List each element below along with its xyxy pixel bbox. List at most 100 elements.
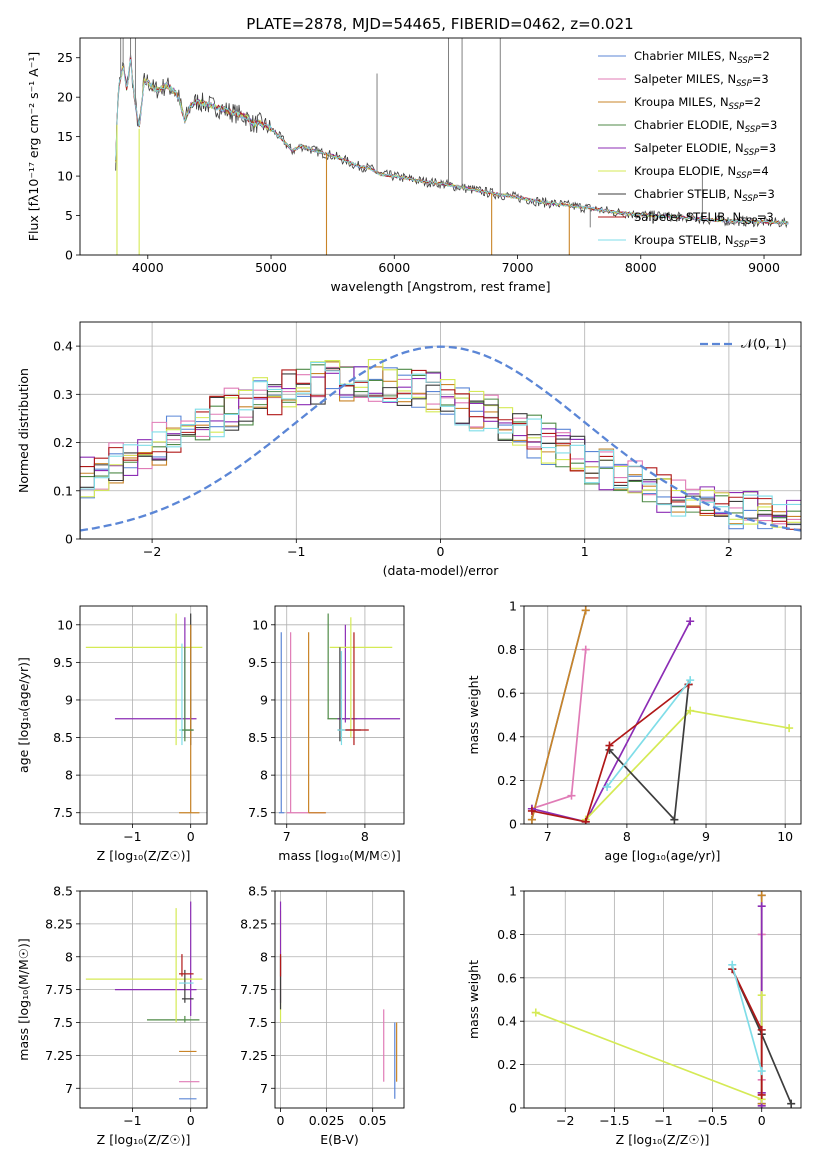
y-tick-label: 8.5 bbox=[53, 730, 73, 745]
y-axis-label: mass [log₁₀(M/M☉)] bbox=[16, 938, 31, 1060]
axes-frame bbox=[79, 605, 208, 825]
weight-line bbox=[531, 683, 690, 823]
x-axis-label: mass [log₁₀(M/M☉)] bbox=[278, 848, 400, 863]
chart-weight_vs_age: 7 8 9 10 0 0.2 0.4 0.6 0.8 1 age [log₁₀(age/yr)] ma… bbox=[466, 599, 802, 863]
y-tick-label: 0.4 bbox=[497, 729, 517, 744]
errorbar-point bbox=[278, 632, 285, 814]
y-tick-label: 9.5 bbox=[53, 655, 73, 670]
y-tick-label: 7.5 bbox=[248, 805, 268, 820]
weight-line bbox=[731, 964, 763, 1072]
legend-label-suffix: =3 bbox=[749, 233, 766, 247]
y-tick-label: 10 bbox=[57, 617, 73, 632]
y-tick-label: 10 bbox=[252, 617, 268, 632]
y-tick-label: 0.6 bbox=[497, 686, 517, 701]
legend-label-name: Chabrier ELODIE, N bbox=[634, 118, 745, 132]
legend-label-sub: SSP bbox=[736, 171, 752, 181]
weight-marker bbox=[785, 724, 794, 733]
spectrum-line bbox=[115, 59, 789, 226]
x-tick-label: 7 bbox=[544, 829, 552, 844]
y-tick-label: 0 bbox=[65, 532, 73, 547]
weight-marker bbox=[757, 891, 766, 900]
plot-area bbox=[527, 606, 794, 824]
x-tick-label: 0 bbox=[277, 1113, 285, 1128]
x-tick-label: −1 bbox=[123, 1113, 141, 1128]
legend-label-sub: SSP bbox=[741, 217, 757, 227]
y-tick-label: 10 bbox=[57, 169, 73, 184]
errorbar-point bbox=[308, 632, 326, 814]
x-tick-label: −1 bbox=[654, 1113, 672, 1128]
y-tick-label: 8 bbox=[260, 768, 268, 783]
errorbar-point bbox=[85, 908, 203, 1023]
legend-label-name: Kroupa MILES, N bbox=[634, 95, 729, 109]
x-tick-label: 5000 bbox=[255, 260, 287, 275]
legend-label-name: Kroupa ELODIE, N bbox=[634, 164, 736, 178]
y-axis-label: Flux [fλ10⁻¹⁷ erg cm⁻² s⁻¹ A⁻¹] bbox=[26, 52, 41, 241]
x-tick-label: 9000 bbox=[748, 260, 780, 275]
axes-frame bbox=[274, 890, 405, 1109]
y-axis-label: age [log₁₀(age/yr)] bbox=[16, 657, 31, 773]
x-axis-label: Z [log₁₀(Z/Z☉)] bbox=[97, 848, 191, 863]
y-tick-label: 7.25 bbox=[240, 1048, 268, 1063]
x-axis-label: wavelength [Angstrom, rest frame] bbox=[330, 279, 550, 294]
y-axis-label: mass weight bbox=[466, 675, 481, 754]
legend-label: 𝒩(0, 1) bbox=[741, 336, 787, 351]
x-axis-label: (data-model)/error bbox=[383, 563, 500, 578]
legend-label-sub: SSP bbox=[745, 125, 761, 135]
y-tick-label: 9 bbox=[260, 692, 268, 707]
y-tick-label: 0 bbox=[509, 1101, 517, 1116]
weight-marker bbox=[531, 1008, 540, 1017]
legend-label: Salpeter MILES, NSSP=3 bbox=[634, 72, 769, 89]
x-tick-label: 2 bbox=[725, 544, 733, 559]
legend-label: Salpeter ELODIE, NSSP=3 bbox=[634, 141, 776, 158]
y-tick-label: 8.5 bbox=[53, 884, 73, 899]
histogram-step bbox=[80, 361, 801, 539]
y-tick-label: 0.4 bbox=[53, 339, 73, 354]
weight-marker bbox=[605, 741, 614, 750]
plot-area bbox=[279, 901, 398, 1099]
y-tick-label: 7.25 bbox=[45, 1048, 73, 1063]
x-tick-label: 8000 bbox=[625, 260, 657, 275]
y-tick-label: 8 bbox=[260, 949, 268, 964]
x-axis-label: age [log₁₀(age/yr)] bbox=[605, 848, 721, 863]
weight-line bbox=[606, 679, 691, 788]
chart-residuals: −2 −1 0 1 2 0 0.1 0.2 0.3 0.4 (data-model)/error No… bbox=[16, 321, 802, 578]
legend-label: Kroupa MILES, NSSP=2 bbox=[634, 95, 761, 112]
y-tick-label: 7 bbox=[65, 1081, 73, 1096]
y-tick-label: 1 bbox=[509, 599, 517, 614]
axes-frame bbox=[274, 605, 405, 825]
x-tick-label: 4000 bbox=[132, 260, 164, 275]
legend-label: Salpeter STELIB, NSSP=3 bbox=[634, 210, 774, 227]
chart-weight_vs_Z: −2 −1.5 −1 −0.5 0 0 0.2 0.4 0.6 0.8 1 Z [log₁₀(Z/Z☉… bbox=[466, 884, 802, 1147]
weight-marker bbox=[757, 1067, 766, 1076]
legend-label-name: Chabrier STELIB, N bbox=[634, 187, 742, 201]
errorbar-point bbox=[146, 1015, 200, 1023]
weight-marker bbox=[567, 791, 576, 800]
axes-frame bbox=[79, 37, 802, 256]
weight-marker bbox=[728, 960, 737, 969]
legend-label-sub: SSP bbox=[729, 102, 745, 112]
x-tick-label: 8 bbox=[623, 829, 631, 844]
weight-marker bbox=[603, 782, 612, 791]
y-tick-label: 0.2 bbox=[53, 435, 73, 450]
weight-marker bbox=[757, 991, 766, 1000]
chart-spectrum: 4000 5000 6000 7000 8000 9000 0 5 10 15 20 25 wavele… bbox=[26, 37, 802, 294]
y-axis-label: Normed distribution bbox=[16, 368, 31, 493]
x-tick-label: −0.5 bbox=[697, 1113, 727, 1128]
x-tick-label: 0 bbox=[437, 544, 445, 559]
legend-label-name: Salpeter STELIB, N bbox=[634, 210, 741, 224]
legend-label-sub: SSP bbox=[736, 79, 752, 89]
y-tick-label: 9 bbox=[65, 692, 73, 707]
legend-label-suffix: =3 bbox=[760, 118, 777, 132]
weight-marker bbox=[787, 1099, 796, 1108]
legend-label-suffix: =3 bbox=[758, 187, 775, 201]
y-tick-label: 8.25 bbox=[45, 916, 73, 931]
axes-frame bbox=[523, 605, 802, 825]
figure-title: PLATE=2878, MJD=54465, FIBERID=0462, z=0… bbox=[246, 15, 633, 33]
chart-age_vs_Z: −1 0 7.5 8 8.5 9 9.5 10 Z [log₁₀(Z/Z☉)] age [log₁… bbox=[16, 605, 208, 863]
chart-mass_vs_Z: −1 0 7 7.25 7.5 7.75 8 8.25 8.5 Z [log₁₀(Z/Z☉)] ma… bbox=[16, 884, 208, 1147]
y-tick-label: 15 bbox=[57, 129, 73, 144]
x-tick-label: 1 bbox=[581, 544, 589, 559]
x-tick-label: −1 bbox=[287, 544, 305, 559]
legend-label: Chabrier MILES, NSSP=2 bbox=[634, 49, 770, 66]
x-tick-label: −1.5 bbox=[599, 1113, 629, 1128]
